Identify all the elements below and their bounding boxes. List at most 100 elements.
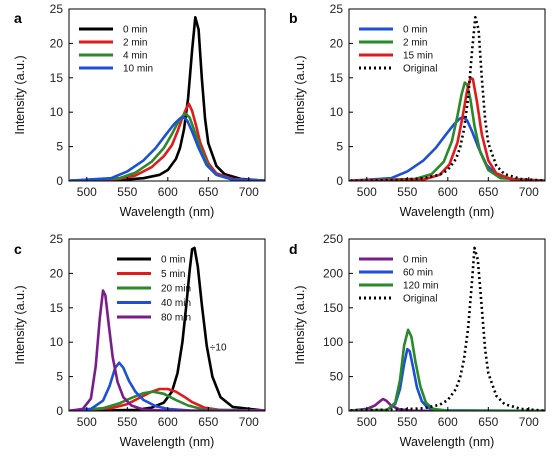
y-axis-label: Intensity (a.u.) — [13, 55, 27, 134]
plot-frame — [68, 8, 266, 182]
series-line-2-min — [69, 102, 265, 181]
legend-label: 2 min — [403, 38, 427, 49]
series-line-15-min — [349, 76, 545, 181]
x-tick-label: 650 — [198, 415, 218, 429]
panel-d: 500 550 600 650 700 0 50 100 150 200 250 Wavelength… — [289, 232, 546, 449]
legend-label: 4 min — [123, 51, 147, 62]
legend: 0 min 2 min 4 min 10 min — [79, 25, 153, 75]
y-tick-label: 20 — [330, 36, 344, 50]
x-axis-label: Wavelength (nm) — [400, 435, 495, 449]
y-tick-label: 10 — [50, 335, 64, 349]
x-tick-label: 700 — [519, 415, 539, 429]
x-tick-label: 550 — [397, 415, 417, 429]
series-line-120-min — [349, 328, 545, 411]
y-tick-label: 0 — [56, 174, 63, 188]
x-tick-label: 650 — [478, 185, 498, 199]
series-line-20-min — [69, 390, 265, 411]
legend-label: 40 min — [161, 298, 191, 309]
y-tick-label: 10 — [50, 105, 64, 119]
x-tick-label: 600 — [158, 185, 178, 199]
series-line-0-min — [69, 16, 265, 181]
plot-frame — [68, 238, 266, 412]
y-tick-label: 10 — [330, 105, 344, 119]
y-tick-label: 25 — [50, 2, 64, 16]
plot-frame — [348, 8, 546, 182]
legend: 0 min 2 min 15 min Original — [359, 25, 437, 75]
legend-label: 60 min — [403, 268, 433, 279]
series-line-10-min — [69, 115, 265, 181]
series-line-0-min — [69, 246, 265, 411]
y-tick-label: 250 — [323, 232, 343, 246]
legend-label: 0 min — [403, 255, 427, 266]
panel-label: b — [289, 10, 298, 26]
x-tick-label: 700 — [239, 415, 259, 429]
y-tick-label: 100 — [323, 335, 343, 349]
legend-label: 120 min — [403, 281, 439, 292]
y-tick-label: 25 — [50, 232, 64, 246]
x-tick-label: 550 — [397, 185, 417, 199]
y-tick-label: 15 — [50, 301, 64, 315]
x-tick-label: 500 — [77, 185, 97, 199]
legend-label: 0 min — [403, 25, 427, 36]
y-tick-label: 15 — [330, 71, 344, 85]
y-tick-label: 200 — [323, 266, 343, 280]
series-line-40-min — [69, 361, 265, 411]
y-tick-label: 5 — [336, 140, 343, 154]
legend: 0 min 60 min 120 min Original — [359, 255, 439, 305]
x-tick-label: 550 — [117, 185, 137, 199]
legend: 0 min 5 min 20 min 40 min 80 min — [117, 255, 191, 324]
y-tick-label: 0 — [336, 174, 343, 188]
legend-label: 10 min — [123, 64, 153, 75]
legend-label: 0 min — [161, 255, 185, 266]
x-tick-label: 500 — [357, 415, 377, 429]
x-axis-label: Wavelength (nm) — [120, 435, 215, 449]
y-axis-label: Intensity (a.u.) — [293, 285, 307, 364]
x-tick-label: 600 — [438, 415, 458, 429]
y-tick-label: 0 — [336, 404, 343, 418]
series-line-original — [350, 16, 545, 181]
legend-label: 15 min — [403, 51, 433, 62]
y-tick-label: 150 — [323, 301, 343, 315]
y-axis-label: Intensity (a.u.) — [293, 55, 307, 134]
x-tick-label: 650 — [478, 415, 498, 429]
x-tick-label: 500 — [77, 415, 97, 429]
panel-b: 500 550 600 650 700 0 5 10 15 20 25 Wavelength (nm)… — [289, 2, 546, 219]
series-line-0-min — [349, 397, 545, 411]
series-line-original — [350, 246, 545, 411]
legend-label: 80 min — [161, 313, 191, 324]
legend-label: 2 min — [123, 38, 147, 49]
legend-label: 5 min — [161, 269, 185, 280]
x-tick-label: 700 — [239, 185, 259, 199]
plot-frame — [348, 238, 546, 412]
panel-label: a — [14, 10, 22, 26]
series-line-80-min — [69, 289, 265, 411]
x-axis-label: Wavelength (nm) — [120, 205, 215, 219]
y-tick-label: 25 — [330, 2, 344, 16]
legend-label: 20 min — [161, 284, 191, 295]
x-tick-label: 600 — [438, 185, 458, 199]
y-tick-label: 20 — [50, 266, 64, 280]
y-tick-label: 15 — [50, 71, 64, 85]
x-tick-label: 700 — [519, 185, 539, 199]
y-tick-label: 5 — [56, 140, 63, 154]
x-tick-label: 650 — [198, 185, 218, 199]
panel-label: c — [14, 241, 22, 257]
panel-label: d — [289, 241, 298, 257]
panel-a: 500 550 600 650 700 0 5 10 15 20 25 Wavelength (nm)… — [13, 2, 266, 219]
y-tick-label: 0 — [56, 404, 63, 418]
y-tick-label: 20 — [50, 36, 64, 50]
legend-label: 0 min — [123, 25, 147, 36]
x-tick-label: 600 — [158, 415, 178, 429]
annotation-divide-by-ten: ÷10 — [210, 342, 227, 353]
x-tick-label: 500 — [357, 185, 377, 199]
series-line-5-min — [69, 387, 265, 411]
x-axis-label: Wavelength (nm) — [400, 205, 495, 219]
legend-label: Original — [403, 294, 437, 305]
series-line-2-min — [349, 81, 545, 181]
y-axis-label: Intensity (a.u.) — [13, 285, 27, 364]
panel-c: 500 550 600 650 700 0 5 10 15 20 25 Wavelength (nm)… — [13, 232, 266, 449]
y-tick-label: 5 — [56, 370, 63, 384]
legend-label: Original — [403, 64, 437, 75]
x-tick-label: 550 — [117, 415, 137, 429]
